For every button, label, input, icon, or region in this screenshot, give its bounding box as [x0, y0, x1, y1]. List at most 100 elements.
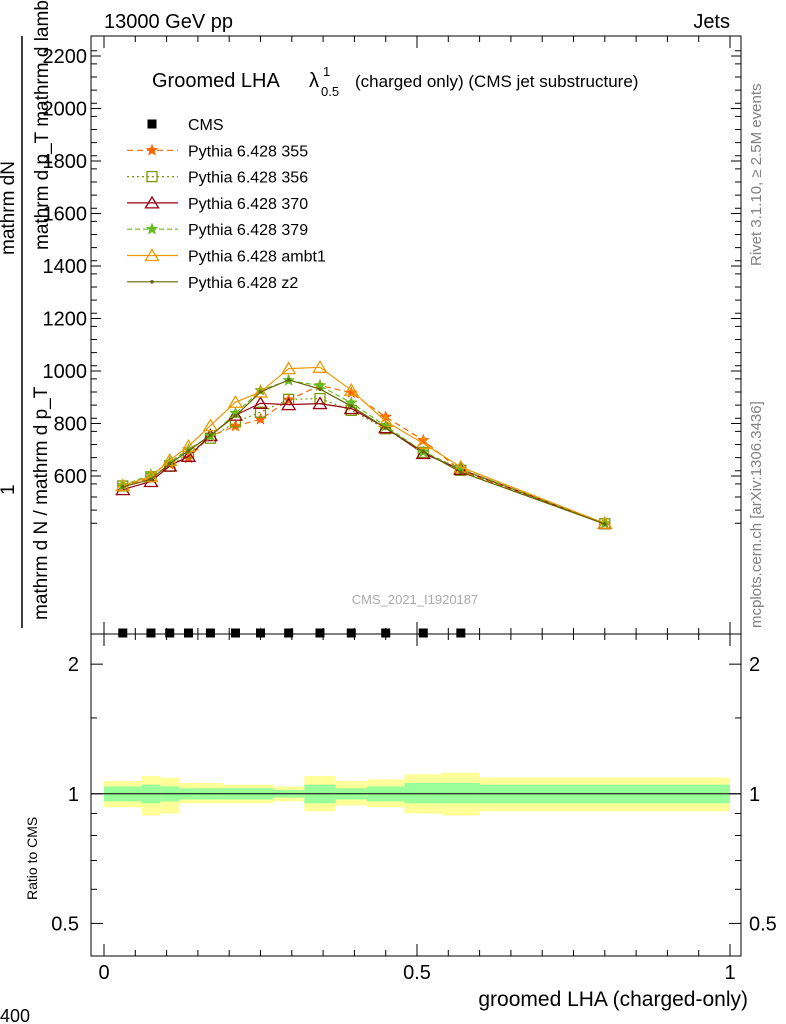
data-point	[312, 396, 328, 410]
series-3	[115, 396, 613, 530]
data-point	[146, 628, 156, 638]
data-point	[230, 628, 240, 638]
ratio-ytick-label: 0.5	[51, 913, 79, 935]
legend-label: CMS	[188, 117, 224, 134]
data-point	[349, 404, 354, 408]
series-6	[120, 378, 607, 526]
main-y-label: mathrm d N / mathrm d p_T	[31, 386, 52, 620]
legend-label: Pythia 6.428 356	[188, 170, 308, 187]
data-point	[252, 396, 269, 409]
main-ytick-label: 600	[54, 466, 87, 488]
data-point	[186, 449, 191, 453]
x-axis-label: groomed LHA (charged-only)	[478, 988, 748, 1011]
main-y-label-num-group: 1	[0, 484, 19, 495]
data-point	[202, 418, 219, 432]
data-point	[118, 628, 128, 638]
corner-label: 400	[0, 1006, 30, 1024]
legend-label: Pythia 6.428 ambt1	[188, 249, 326, 266]
rivet-label-group: Rivet 3.1.10, ≥ 2.5M events	[748, 84, 765, 267]
series-line	[122, 366, 606, 524]
header-right: Jets	[693, 11, 730, 33]
series-line	[122, 384, 606, 525]
data-point	[254, 412, 267, 425]
data-point	[167, 461, 172, 466]
rivet-label: Rivet 3.1.10, ≥ 2.5M events	[748, 84, 765, 267]
data-point	[315, 628, 325, 638]
main-y-label-mid-group: mathrm d p_T mathrm d lambda	[32, 0, 53, 250]
title-main: Groomed LHA	[152, 70, 280, 92]
data-point	[312, 360, 328, 373]
mcplots-label: mcplots.cern.ch [arXiv:1306.3436]	[748, 401, 765, 628]
legend-marker	[150, 280, 154, 284]
data-point	[383, 426, 388, 430]
mcplots-label-group: mcplots.cern.ch [arXiv:1306.3436]	[748, 401, 765, 628]
title-lambda: λ	[309, 70, 319, 92]
data-point	[205, 628, 215, 638]
main-series	[115, 360, 613, 638]
legend-label: Pythia 6.428 370	[188, 196, 308, 213]
data-point	[115, 478, 131, 492]
main-ytick-label: 2200	[43, 46, 88, 68]
y-label-line2: mathrm d p_T mathrm d lambda	[32, 0, 53, 250]
legend-marker	[144, 248, 160, 262]
data-point	[418, 628, 428, 638]
legend-label: Pythia 6.428 z2	[188, 275, 298, 292]
main-y-axis: 600 800 1000 1200 1400 1600 1800 2000 2200	[43, 46, 741, 524]
data-point	[286, 378, 291, 382]
data-point	[381, 628, 391, 638]
data-point	[227, 394, 244, 408]
header-left: 13000 GeV pp	[104, 11, 233, 33]
x-tick-label: 0	[98, 962, 109, 984]
data-point	[258, 390, 263, 394]
ratio-y-axis: 0.5 0.5 1 1 2 2	[51, 654, 777, 935]
ratio-y-label: Ratio to CMS	[24, 817, 40, 900]
data-point	[459, 470, 463, 474]
main-x-ticks	[103, 36, 731, 634]
data-point	[208, 433, 213, 438]
legend-marker	[146, 170, 158, 183]
ratio-y-label-group: Ratio to CMS	[24, 817, 40, 900]
legend-marker	[145, 222, 159, 235]
data-point	[456, 628, 466, 638]
ratio-inner-band	[442, 782, 480, 804]
ratio-ytick-label-right: 2	[749, 654, 760, 676]
x-tick-label: 1	[724, 962, 735, 984]
legend-label: Pythia 6.428 355	[188, 143, 308, 160]
analysis-watermark: CMS_2021_I1920187	[352, 592, 479, 607]
main-panel: 600 800 1000 1200 1400 1600 1800 2000 2200 Groom…	[43, 35, 742, 638]
series-0	[118, 628, 466, 638]
title-suffix: (charged only) (CMS jet substructure)	[355, 72, 638, 91]
ratio-ytick-label: 1	[68, 784, 79, 806]
title-sub: 0.5	[321, 84, 339, 99]
data-point	[254, 406, 267, 418]
legend: CMS Pythia 6.428 355 Pythia 6.428 356 Pythi…	[127, 117, 326, 292]
legend-marker	[144, 195, 160, 209]
data-point	[120, 484, 125, 489]
series-line	[122, 402, 606, 525]
main-ytick-label: 800	[54, 414, 87, 436]
ratio-ytick-label-right: 1	[749, 784, 760, 806]
data-point	[180, 449, 197, 462]
data-point	[346, 628, 356, 638]
data-point	[378, 420, 394, 434]
data-point	[343, 382, 359, 396]
legend-marker	[145, 143, 159, 156]
y-label-den: mathrm d N / mathrm d p_T	[31, 386, 52, 620]
y-label-line1: mathrm dN	[0, 161, 19, 255]
data-point	[421, 449, 426, 454]
data-point	[227, 407, 244, 421]
title-sup: 1	[323, 64, 330, 79]
ratio-inner-band	[404, 782, 443, 804]
main-ytick-label: 1800	[43, 151, 88, 173]
data-point	[284, 628, 294, 638]
legend-marker	[147, 119, 157, 129]
data-point	[415, 436, 431, 450]
ratio-x-axis: 0 0.5 1	[98, 634, 736, 984]
main-ytick-label: 1200	[43, 309, 88, 331]
data-point	[165, 628, 175, 638]
ratio-ytick-label: 2	[68, 654, 79, 676]
y-label-num: 1	[0, 484, 19, 495]
data-point	[603, 522, 607, 526]
ratio-ytick-label-right: 0.5	[749, 913, 777, 935]
